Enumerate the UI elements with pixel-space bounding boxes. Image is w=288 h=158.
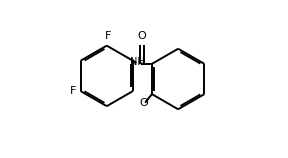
- Text: NH: NH: [130, 57, 145, 67]
- Text: O: O: [137, 31, 146, 41]
- Text: O: O: [139, 98, 148, 108]
- Text: F: F: [105, 31, 111, 41]
- Text: F: F: [69, 86, 76, 96]
